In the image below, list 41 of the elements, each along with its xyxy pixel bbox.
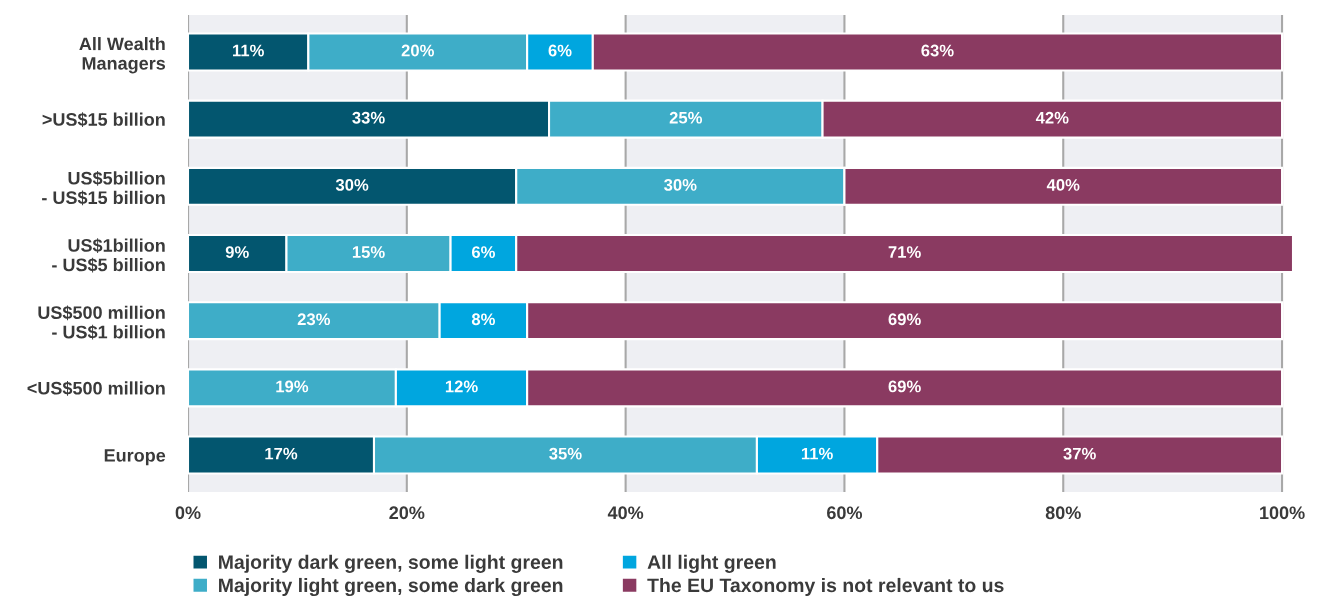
x-tick-label: 0% [175,506,201,520]
data-label: 11% [801,447,833,460]
legend-label: The EU Taxonomy is not relevant to us [647,577,1004,597]
data-label: 6% [471,246,495,258]
data-label: 40% [1046,178,1080,191]
data-label: 42% [1035,111,1069,124]
data-label: 25% [669,111,703,124]
y-tick-label: US$500 million - US$1 billion [38,305,165,340]
data-label: 20% [401,44,434,57]
data-label: 8% [471,313,495,326]
data-label: 71% [888,246,921,258]
data-label: 23% [297,313,331,326]
data-label: 30% [335,178,369,191]
legend-label: All light green [647,554,776,573]
legend-label: Majority light green, some dark green [219,577,563,597]
y-tick-label: All Wealth Managers [79,37,166,74]
data-label: 11% [233,44,264,57]
data-label: 69% [888,380,921,393]
data-label: 37% [1063,447,1096,460]
data-label: 12% [445,380,478,393]
x-tick-label: 80% [1045,506,1081,520]
x-tick-label: 40% [607,506,644,520]
x-tick-label: 60% [827,506,863,520]
data-label: 15% [352,246,385,258]
y-tick-label: US$1billion - US$5 billion [52,238,165,273]
y-tick-label: Europe [104,449,166,466]
data-label: 6% [548,44,572,57]
data-label: 35% [549,447,582,460]
data-label: 69% [888,313,921,326]
data-label: 9% [225,246,249,258]
data-label: 19% [276,380,309,393]
data-label: 63% [921,44,954,57]
data-label: 30% [664,178,697,191]
x-tick-label: 20% [389,506,425,520]
data-label: 33% [352,111,385,124]
y-tick-label: US$5billion - US$15 billion [42,171,165,206]
y-tick-label: >US$15 billion [42,112,165,128]
x-tick-label: 100% [1260,506,1305,520]
legend-label: Majority dark green, some light green [219,554,563,573]
y-tick-label: <US$500 million [27,381,165,396]
data-label: 17% [265,447,298,460]
